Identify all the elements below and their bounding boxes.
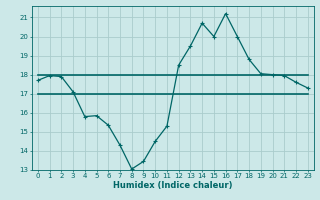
X-axis label: Humidex (Indice chaleur): Humidex (Indice chaleur) bbox=[113, 181, 233, 190]
